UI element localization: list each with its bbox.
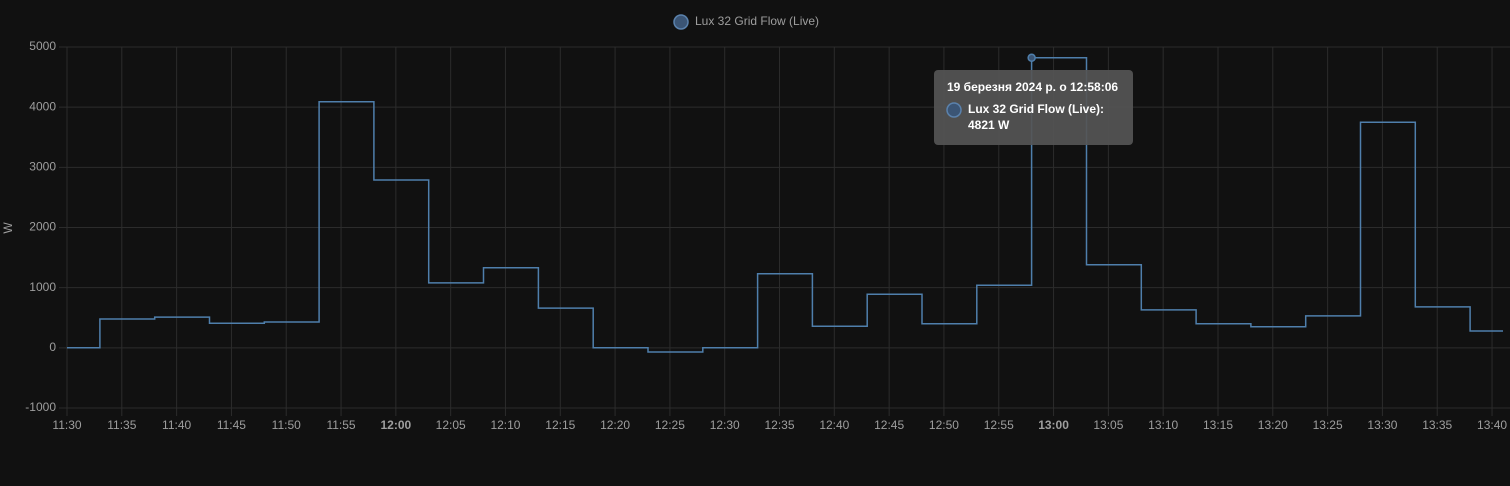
legend-swatch[interactable]	[673, 14, 689, 30]
y-tick-label: 2000	[29, 220, 56, 234]
hover-point	[1027, 53, 1036, 63]
x-tick-label: 12:15	[545, 418, 575, 432]
x-tick-label: 13:35	[1422, 418, 1452, 432]
x-tick-label: 12:35	[765, 418, 795, 432]
y-tick-label: 3000	[29, 160, 56, 174]
y-tick-label: -1000	[25, 400, 56, 414]
y-axis-label: W	[1, 222, 15, 234]
legend-label[interactable]: Lux 32 Grid Flow (Live)	[695, 14, 819, 28]
tooltip-value: 4821 W	[968, 118, 1010, 132]
tooltip-box	[934, 70, 1133, 145]
tooltip-title: 19 березня 2024 р. о 12:58:06	[947, 80, 1118, 94]
y-tick-label: 4000	[29, 99, 56, 113]
series-line	[67, 57, 1503, 353]
x-tick-label: 11:45	[217, 418, 246, 432]
x-tick-label: 12:40	[819, 418, 849, 432]
x-tick-label: 11:40	[162, 418, 191, 432]
x-tick-label: 12:20	[600, 418, 630, 432]
x-tick-label: 12:10	[490, 418, 520, 432]
x-tick-label: 13:30	[1367, 418, 1397, 432]
x-tick-label: 13:05	[1093, 418, 1123, 432]
x-tick-label: 12:45	[874, 418, 904, 432]
x-tick-label: 12:25	[655, 418, 685, 432]
tooltip-label: Lux 32 Grid Flow (Live):	[968, 102, 1104, 116]
y-tick-label: 0	[49, 340, 56, 354]
y-tick-label: 1000	[29, 280, 56, 294]
x-tick-label: 13:20	[1258, 418, 1288, 432]
x-tick-label: 13:00	[1038, 418, 1069, 432]
x-tick-label: 11:55	[326, 418, 355, 432]
tooltip: 19 березня 2024 р. о 12:58:06 Lux 32 Gri…	[934, 70, 1133, 145]
x-tick-label: 13:15	[1203, 418, 1233, 432]
x-tick-label: 12:00	[381, 418, 412, 432]
x-tick-label: 13:10	[1148, 418, 1178, 432]
x-tick-label: 11:35	[107, 418, 136, 432]
x-tick-label: 13:40	[1477, 418, 1507, 432]
y-tick-label: 5000	[29, 39, 56, 53]
tooltip-swatch	[946, 102, 962, 118]
x-tick-label: 11:50	[272, 418, 301, 432]
x-tick-label: 12:05	[436, 418, 466, 432]
x-tick-label: 11:30	[52, 418, 81, 432]
x-tick-label: 12:30	[710, 418, 740, 432]
x-tick-label: 12:50	[929, 418, 959, 432]
x-tick-label: 12:55	[984, 418, 1014, 432]
x-tick-label: 13:25	[1313, 418, 1343, 432]
